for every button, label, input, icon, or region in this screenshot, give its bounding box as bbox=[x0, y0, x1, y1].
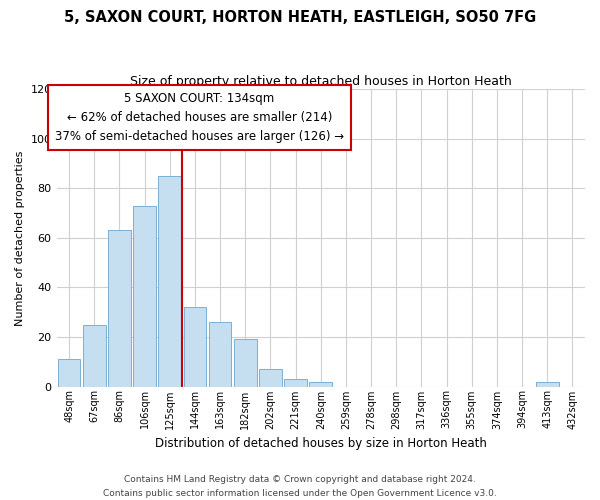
Bar bbox=[209, 322, 232, 386]
Bar bbox=[184, 307, 206, 386]
Bar bbox=[83, 324, 106, 386]
Text: Contains HM Land Registry data © Crown copyright and database right 2024.
Contai: Contains HM Land Registry data © Crown c… bbox=[103, 476, 497, 498]
Text: 5 SAXON COURT: 134sqm
← 62% of detached houses are smaller (214)
37% of semi-det: 5 SAXON COURT: 134sqm ← 62% of detached … bbox=[55, 92, 344, 143]
Bar bbox=[259, 369, 282, 386]
Bar bbox=[310, 382, 332, 386]
Title: Size of property relative to detached houses in Horton Heath: Size of property relative to detached ho… bbox=[130, 75, 512, 88]
Bar bbox=[108, 230, 131, 386]
Bar bbox=[158, 176, 181, 386]
Text: 5, SAXON COURT, HORTON HEATH, EASTLEIGH, SO50 7FG: 5, SAXON COURT, HORTON HEATH, EASTLEIGH,… bbox=[64, 10, 536, 25]
X-axis label: Distribution of detached houses by size in Horton Heath: Distribution of detached houses by size … bbox=[155, 437, 487, 450]
Bar bbox=[284, 379, 307, 386]
Y-axis label: Number of detached properties: Number of detached properties bbox=[15, 150, 25, 326]
Bar bbox=[234, 340, 257, 386]
Bar bbox=[58, 360, 80, 386]
Bar bbox=[536, 382, 559, 386]
Bar bbox=[133, 206, 156, 386]
